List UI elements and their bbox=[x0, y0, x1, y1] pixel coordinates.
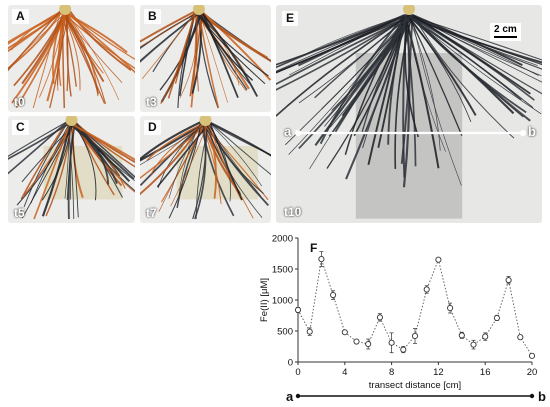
axis-end-label: b bbox=[538, 389, 546, 404]
data-point bbox=[470, 341, 477, 348]
photo-panel-e: E 2 cm a b t10 bbox=[276, 5, 542, 223]
photo-panel-c: C t5 bbox=[8, 116, 135, 223]
panel-label-b: B bbox=[144, 9, 161, 24]
panel-label-e: E bbox=[282, 11, 299, 26]
root-photo-c bbox=[8, 116, 135, 220]
data-point bbox=[341, 329, 348, 336]
data-point bbox=[435, 256, 442, 263]
y-tick-label: 0 bbox=[288, 358, 293, 369]
data-point bbox=[447, 305, 454, 312]
time-label-b: t3 bbox=[146, 95, 157, 109]
x-tick-label: 4 bbox=[342, 367, 347, 378]
transect-start-label: a bbox=[284, 124, 292, 139]
x-tick-label: 0 bbox=[295, 367, 300, 378]
root-photo-a bbox=[8, 5, 135, 109]
x-tick-label: 16 bbox=[480, 367, 491, 378]
scale-bar-label: 2 cm bbox=[494, 24, 517, 35]
time-label-d: t7 bbox=[146, 206, 157, 220]
x-tick-label: 20 bbox=[527, 367, 538, 378]
y-tick-label: 500 bbox=[277, 327, 293, 338]
panel-label-f: F bbox=[310, 241, 317, 255]
photo-panel-a: A t0 bbox=[8, 5, 135, 112]
data-point bbox=[423, 286, 430, 293]
data-point bbox=[505, 277, 512, 284]
root-photo-b bbox=[140, 5, 271, 109]
data-point bbox=[458, 332, 465, 339]
data-point bbox=[388, 339, 395, 346]
data-point bbox=[330, 291, 337, 299]
x-axis-label: transect distance [cm] bbox=[369, 380, 461, 391]
photo-panel-d: D t7 bbox=[140, 116, 271, 223]
data-point bbox=[353, 338, 360, 345]
photo-panel-b: B t3 bbox=[140, 5, 271, 112]
data-point bbox=[517, 334, 524, 341]
data-point bbox=[411, 332, 419, 340]
y-tick-label: 1000 bbox=[272, 296, 293, 307]
axis-start-label: a bbox=[286, 389, 294, 404]
data-point bbox=[318, 256, 325, 263]
y-tick-label: 1500 bbox=[272, 265, 293, 276]
data-point bbox=[365, 340, 372, 348]
time-label-a: t0 bbox=[14, 95, 25, 109]
transect-line bbox=[295, 130, 526, 136]
panel-label-a: A bbox=[12, 9, 29, 24]
data-point bbox=[400, 346, 407, 353]
root-photo-d bbox=[140, 116, 271, 220]
transect-axis-end-dot bbox=[529, 393, 535, 399]
panel-label-c: C bbox=[12, 120, 29, 135]
time-label-c: t5 bbox=[14, 206, 25, 220]
scale-bar: 2 cm bbox=[490, 23, 521, 41]
transect-axis-start-dot bbox=[295, 393, 301, 399]
panel-label-d: D bbox=[144, 120, 161, 135]
y-tick-label: 2000 bbox=[272, 234, 293, 245]
data-point bbox=[493, 314, 500, 322]
data-point bbox=[294, 306, 302, 313]
data-point bbox=[376, 314, 383, 321]
data-point bbox=[306, 328, 313, 335]
x-tick-label: 12 bbox=[433, 367, 444, 378]
data-point bbox=[482, 333, 489, 340]
x-tick-label: 8 bbox=[389, 367, 394, 378]
data-point bbox=[528, 352, 536, 359]
y-axis-label: Fe(II) [μM] bbox=[259, 278, 270, 322]
transect-end-label: b bbox=[528, 124, 536, 139]
time-label-e: t10 bbox=[284, 205, 302, 219]
